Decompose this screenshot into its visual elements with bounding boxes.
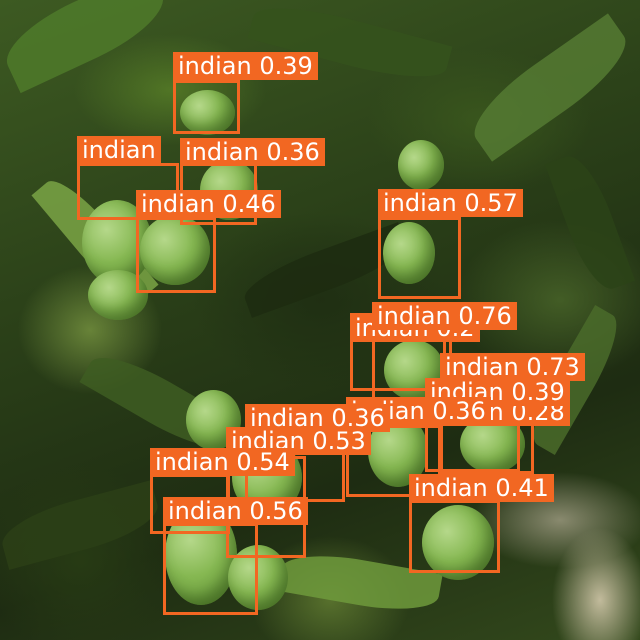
mango-fruit: [398, 140, 444, 190]
label-class: indian: [82, 136, 156, 164]
mango-fruit: [180, 90, 235, 135]
leaf: [460, 13, 640, 162]
detection-label: indian 0.73: [440, 353, 585, 381]
mango-fruit: [383, 222, 435, 284]
label-class: indian: [185, 138, 259, 166]
detection-label: indian 0.57: [378, 189, 523, 217]
detection-box: [173, 80, 240, 134]
label-class: indian: [141, 190, 215, 218]
label-score: 0.56: [249, 497, 303, 525]
detection-label: indian 0.46: [136, 190, 281, 218]
leaf: [544, 149, 636, 296]
label-score: 0.41: [495, 474, 549, 502]
label-class: indian: [178, 52, 252, 80]
detection-box: [409, 500, 500, 573]
label-class: indian: [445, 353, 519, 381]
label-score: 0.73: [526, 353, 580, 381]
leaf: [0, 0, 175, 94]
label-class: indian: [414, 474, 488, 502]
label-class: indian: [168, 497, 242, 525]
label-score: 0.57: [464, 189, 518, 217]
detection-box: [163, 523, 258, 615]
label-class: indian: [383, 189, 457, 217]
detection-label: indian 0.76: [372, 302, 517, 330]
label-score: 0.46: [222, 190, 276, 218]
detection-box: [378, 217, 461, 299]
detection-box: [136, 217, 216, 293]
label-score: 0.76: [458, 302, 512, 330]
label-score: 0.36: [266, 138, 320, 166]
label-score: 0.39: [259, 52, 313, 80]
detection-label: indian 0.36: [180, 138, 325, 166]
detection-label: indian 0.54: [150, 448, 295, 476]
detection-label: indian: [77, 136, 161, 164]
label-score: 0.39: [511, 378, 565, 406]
label-class: indian: [377, 302, 451, 330]
detection-box: [346, 425, 441, 497]
detection-label: indian 0.53: [226, 427, 371, 455]
label-class: indian: [155, 448, 229, 476]
mango-fruit: [140, 215, 210, 285]
label-score: 0.36: [432, 397, 486, 425]
detection-label: indian 0.41: [409, 474, 554, 502]
detection-label: indian 0.39: [173, 52, 318, 80]
detection-label: indian 0.56: [163, 497, 308, 525]
label-score: 0.54: [236, 448, 290, 476]
label-score: 0.53: [312, 427, 366, 455]
mango-fruit: [422, 505, 494, 580]
leaf: [0, 480, 164, 570]
